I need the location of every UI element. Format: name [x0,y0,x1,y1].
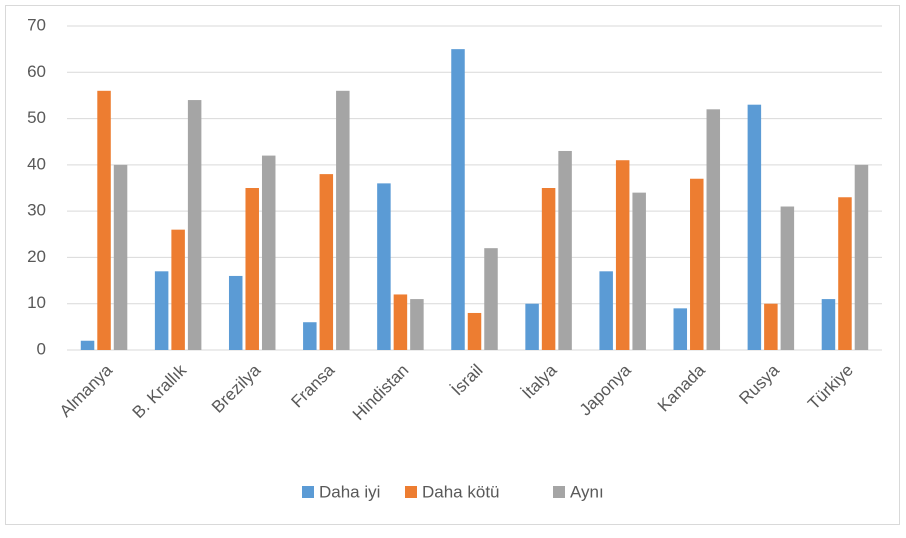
bar [747,104,762,350]
bar [245,188,259,350]
bar [261,155,276,350]
bar [690,178,704,350]
bar [764,303,778,350]
legend-label: Aynı [570,482,604,501]
legend-label: Daha kötü [422,482,500,501]
bar [187,100,202,350]
bar [228,275,243,350]
bar [377,183,391,350]
bar [838,197,852,350]
bar [97,90,111,351]
y-tick-label: 50 [27,108,46,127]
y-tick-label: 40 [27,154,46,173]
bar [854,164,869,350]
bar [336,90,350,351]
bar [541,188,556,350]
bar [821,299,836,350]
y-tick-label: 0 [37,339,46,358]
bar [467,312,482,350]
bar [615,160,630,350]
bar [393,294,408,350]
bar [673,308,688,350]
bar [706,109,721,350]
legend-swatch [553,486,565,498]
y-tick-label: 70 [27,15,46,34]
bar [525,303,539,350]
bar [780,206,795,350]
legend-swatch [302,486,314,498]
y-tick-label: 60 [27,62,46,81]
bar [484,248,498,350]
legend-label: Daha iyi [319,482,380,501]
y-tick-label: 20 [27,247,46,266]
bar [303,322,317,350]
bar [451,49,465,351]
bar [558,150,572,350]
bar [154,271,169,350]
bar [632,192,646,350]
bar [113,164,128,350]
bar [410,299,424,350]
bar [80,340,95,350]
bar [599,271,613,350]
y-tick-label: 10 [27,293,46,312]
bar [171,229,185,350]
y-tick-label: 30 [27,201,46,220]
bar [319,174,334,350]
legend-swatch [405,486,417,498]
